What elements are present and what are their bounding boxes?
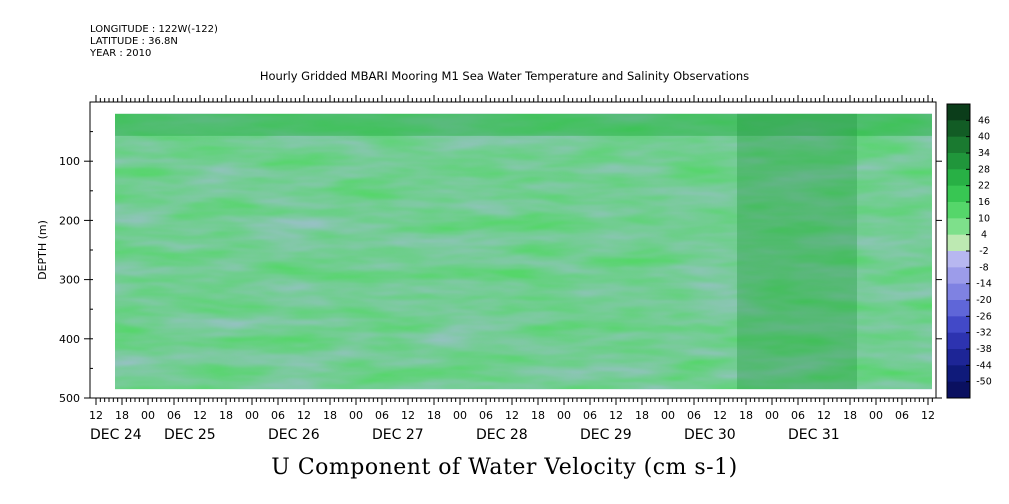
x-hour-label: 18: [115, 409, 129, 422]
colorbar-swatch: [947, 267, 970, 285]
x-hour-label: 18: [531, 409, 545, 422]
x-hour-label: 18: [843, 409, 857, 422]
colorbar-label: -20: [976, 295, 992, 306]
colorbar-label: 46: [978, 115, 990, 126]
colorbar-label: -2: [979, 246, 988, 257]
x-hour-label: 00: [661, 409, 675, 422]
axes: 12 18 00 06 12 18 00 06 12 18 00 06 12 18 00 06 12 18 00 06…: [36, 95, 942, 443]
colorbar-label: 16: [978, 197, 990, 208]
chart-title: Hourly Gridded MBARI Mooring M1 Sea Wate…: [259, 69, 750, 83]
colorbar-swatch: [947, 218, 970, 236]
x-hour-label: 06: [271, 409, 285, 422]
colorbar-swatch: [947, 365, 970, 383]
x-hour-label: 18: [739, 409, 753, 422]
colorbar-swatch: [947, 251, 970, 268]
colorbar-label: 28: [978, 164, 990, 175]
colorbar-label: 22: [978, 181, 990, 192]
colorbar-swatch: [947, 332, 970, 350]
x-hour-label: 12: [817, 409, 831, 422]
colorbar-label: 34: [978, 148, 990, 159]
x-day-label: DEC 27: [372, 427, 424, 443]
x-hour-label: 06: [895, 409, 909, 422]
colorbar-label: -8: [979, 262, 988, 273]
y-tick-label: 100: [59, 155, 80, 168]
x-hour-label: 12: [713, 409, 727, 422]
x-hour-label: 06: [583, 409, 597, 422]
x-day-label: DEC 30: [684, 427, 736, 443]
x-hour-label: 06: [375, 409, 389, 422]
x-hour-label: 06: [479, 409, 493, 422]
x-hour-label: 18: [323, 409, 337, 422]
x-hour-label: 12: [89, 409, 103, 422]
x-hour-label: 12: [401, 409, 415, 422]
colorbar-swatch: [947, 153, 970, 170]
x-hour-label: 12: [921, 409, 935, 422]
year-label: YEAR : 2010: [90, 48, 152, 59]
colorbar-swatch: [947, 349, 970, 366]
x-hour-label: 00: [765, 409, 779, 422]
x-hour-label: 12: [297, 409, 311, 422]
x-hour-label: 12: [193, 409, 207, 422]
x-hour-label: 00: [557, 409, 571, 422]
y-tick-label: 500: [59, 392, 80, 405]
x-day-label: DEC 28: [476, 427, 528, 443]
colorbar-swatch: [947, 136, 970, 154]
colorbar-label: 4: [981, 230, 987, 241]
y-tick-label: 200: [59, 214, 80, 227]
latitude-label: LATITUDE : 36.8N: [90, 36, 178, 47]
colorbar: 46 40 34 28 22 16 10 4 -2 -8 -14 -20 -26 -32 -38 -44 -50: [946, 103, 992, 399]
x-hour-label: 06: [791, 409, 805, 422]
colorbar-swatch: [947, 202, 970, 219]
x-hour-label: 00: [349, 409, 363, 422]
colorbar-label: -38: [976, 344, 992, 355]
x-day-label: DEC 26: [268, 427, 320, 443]
colorbar-swatch: [947, 316, 970, 334]
x-hour-label: 00: [245, 409, 259, 422]
x-hour-label: 00: [453, 409, 467, 422]
longitude-label: LONGITUDE : 122W(-122): [90, 24, 218, 35]
colorbar-swatch: [947, 185, 970, 203]
colorbar-swatch: [947, 283, 970, 301]
heatmap-texture: [115, 113, 932, 390]
x-hour-label: 18: [635, 409, 649, 422]
colorbar-label: 40: [978, 132, 990, 143]
colorbar-label: -44: [976, 360, 992, 371]
colorbar-swatch: [947, 381, 970, 399]
x-hour-label: 12: [505, 409, 519, 422]
x-day-label: DEC 25: [164, 427, 216, 443]
x-hour-label: 18: [219, 409, 233, 422]
x-hour-label: 00: [141, 409, 155, 422]
colorbar-swatch: [947, 120, 970, 138]
y-tick-label: 300: [59, 274, 80, 287]
y-tick-label: 400: [59, 333, 80, 346]
colorbar-label: -32: [976, 328, 992, 339]
x-hour-label: 00: [869, 409, 883, 422]
colorbar-swatch: [947, 169, 970, 187]
x-hour-label: 18: [427, 409, 441, 422]
x-hour-label: 06: [167, 409, 181, 422]
colorbar-label: -26: [976, 311, 992, 322]
heatmap-dec30-band: [737, 113, 857, 390]
colorbar-label: 10: [978, 213, 990, 224]
x-hour-label: 12: [609, 409, 623, 422]
colorbar-swatch: [947, 300, 970, 317]
variable-title: U Component of Water Velocity (cm s-1): [271, 455, 738, 480]
colorbar-swatch: [947, 234, 970, 252]
x-day-label: DEC 31: [788, 427, 840, 443]
colorbar-label: -14: [976, 279, 992, 290]
x-day-label: DEC 24: [90, 427, 142, 443]
x-hour-label: 06: [687, 409, 701, 422]
colorbar-swatch: [947, 104, 970, 121]
y-axis-label: DEPTH (m): [36, 220, 49, 280]
heatmap-surface-band: [115, 113, 932, 136]
colorbar-label: -50: [976, 377, 992, 388]
heatmap-plot: [115, 113, 932, 390]
x-day-label: DEC 29: [580, 427, 632, 443]
